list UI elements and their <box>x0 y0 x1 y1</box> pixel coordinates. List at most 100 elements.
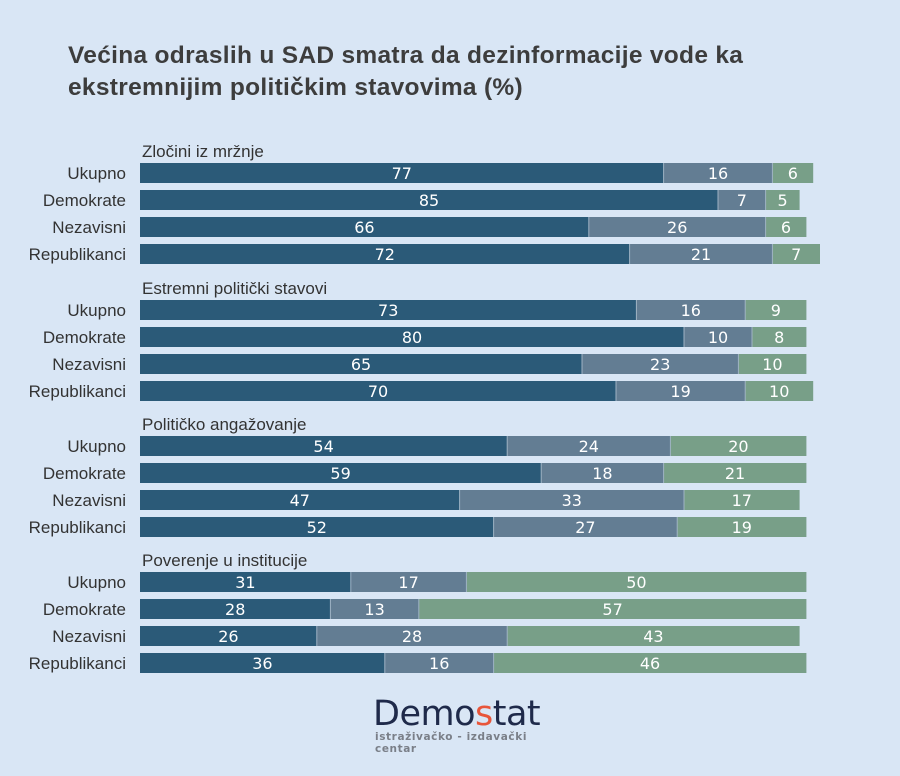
bar-segment-3 <box>765 190 800 210</box>
row-label: Demokrate <box>43 464 126 483</box>
bar-segment-3 <box>738 354 807 374</box>
data-label: 43 <box>643 627 663 646</box>
data-label: 50 <box>626 573 646 592</box>
data-label: 36 <box>252 654 272 673</box>
data-label: 19 <box>732 518 752 537</box>
data-label: 6 <box>788 164 798 183</box>
bar-segment-1 <box>140 463 542 483</box>
group-label: Političko angažovanje <box>142 415 306 434</box>
data-label: 85 <box>419 191 439 210</box>
data-label: 66 <box>354 218 374 237</box>
data-label: 10 <box>769 382 789 401</box>
bar-segment-3 <box>418 599 807 619</box>
data-label: 16 <box>429 654 449 673</box>
logo-accent: s <box>475 694 493 734</box>
data-label: 26 <box>218 627 238 646</box>
bar-segment-2 <box>350 572 467 592</box>
data-label: 6 <box>781 218 791 237</box>
bar-segment-3 <box>493 653 807 673</box>
bar-segment-2 <box>588 217 766 237</box>
data-label: 52 <box>307 518 327 537</box>
bar-segment-3 <box>745 381 814 401</box>
data-label: 23 <box>650 355 670 374</box>
bar-segment-2 <box>459 490 684 510</box>
bar-segment-3 <box>772 244 820 264</box>
bar-segment-3 <box>670 436 807 456</box>
bar-segment-1 <box>140 490 460 510</box>
data-label: 80 <box>402 328 422 347</box>
data-label: 24 <box>579 437 599 456</box>
bar-segment-2 <box>663 163 773 183</box>
row-label: Demokrate <box>43 191 126 210</box>
bar-segment-1 <box>140 436 508 456</box>
bar-segment-1 <box>140 300 637 320</box>
data-label: 9 <box>771 301 781 320</box>
bar-segment-1 <box>140 354 582 374</box>
data-label: 16 <box>708 164 728 183</box>
row-label: Nezavisni <box>52 491 126 510</box>
bar-segment-3 <box>507 626 800 646</box>
bar-segment-3 <box>752 327 807 347</box>
bar-segment-1 <box>140 163 664 183</box>
data-label: 21 <box>691 245 711 264</box>
bar-segment-2 <box>629 244 773 264</box>
data-label: 17 <box>398 573 418 592</box>
row-label: Nezavisni <box>52 355 126 374</box>
bar-segment-3 <box>677 517 807 537</box>
bar-segment-2 <box>541 463 664 483</box>
data-label: 8 <box>774 328 784 347</box>
data-label: 5 <box>778 191 788 210</box>
bar-segment-3 <box>684 490 800 510</box>
bar-segment-1 <box>140 517 494 537</box>
row-label: Ukupno <box>67 573 126 592</box>
bar-segment-2 <box>384 653 494 673</box>
data-label: 27 <box>575 518 595 537</box>
data-label: 57 <box>602 600 622 619</box>
data-label: 47 <box>290 491 310 510</box>
bar-segment-2 <box>636 300 746 320</box>
data-label: 18 <box>592 464 612 483</box>
bar-segment-2 <box>582 354 739 374</box>
bar-segment-3 <box>772 163 814 183</box>
data-label: 19 <box>670 382 690 401</box>
logo-part1: Demo <box>373 694 476 734</box>
bar-segment-3 <box>765 217 807 237</box>
bar-segment-3 <box>466 572 807 592</box>
bar-segment-1 <box>140 572 351 592</box>
demostat-logo: Demostat istraživačko - izdavački centar <box>373 695 563 755</box>
row-label: Republikanci <box>29 654 126 673</box>
bar-segment-2 <box>684 327 752 347</box>
row-label: Republikanci <box>29 518 126 537</box>
data-label: 73 <box>378 301 398 320</box>
bar-segment-1 <box>140 599 331 619</box>
bar-segment-3 <box>745 300 807 320</box>
row-label: Demokrate <box>43 328 126 347</box>
row-label: Ukupno <box>67 164 126 183</box>
data-label: 10 <box>762 355 782 374</box>
data-label: 28 <box>402 627 422 646</box>
chart-title: Većina odraslih u SAD smatra da dezinfor… <box>68 42 744 101</box>
data-label: 54 <box>313 437 333 456</box>
bar-segment-1 <box>140 653 385 673</box>
data-label: 21 <box>725 464 745 483</box>
logo-part2: tat <box>492 694 541 734</box>
bar-segment-2 <box>330 599 419 619</box>
row-label: Republikanci <box>29 245 126 264</box>
bar-segment-1 <box>140 217 589 237</box>
logo-subtitle: istraživačko - izdavački centar <box>375 731 528 755</box>
row-label: Demokrate <box>43 600 126 619</box>
bar-segment-1 <box>140 244 630 264</box>
data-label: 10 <box>708 328 728 347</box>
data-label: 70 <box>368 382 388 401</box>
bar-segment-2 <box>316 626 508 646</box>
row-label: Nezavisni <box>52 218 126 237</box>
bar-segment-3 <box>663 463 807 483</box>
bar-segment-1 <box>140 626 317 646</box>
bar-segment-1 <box>140 190 718 210</box>
data-label: 65 <box>351 355 371 374</box>
data-label: 20 <box>728 437 748 456</box>
data-label: 59 <box>330 464 350 483</box>
group-label: Poverenje u institucije <box>142 551 307 570</box>
logo-wordmark: Demostat <box>373 695 563 733</box>
bar-segment-1 <box>140 381 616 401</box>
